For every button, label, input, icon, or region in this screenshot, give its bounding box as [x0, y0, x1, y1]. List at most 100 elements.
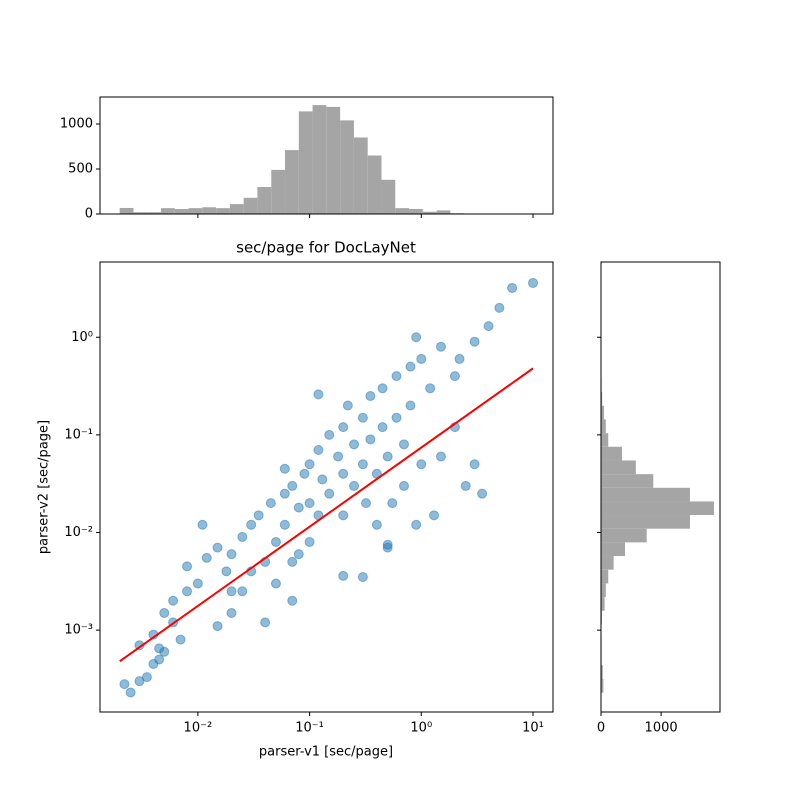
- scatter-point: [365, 391, 376, 402]
- x-tick-label: 1000: [645, 721, 678, 736]
- x-tick-label: 10⁻¹: [295, 721, 324, 736]
- histogram-bar: [133, 212, 148, 214]
- scatter-point: [342, 400, 353, 411]
- histogram-bar: [601, 678, 604, 693]
- scatter-point: [387, 498, 398, 509]
- histogram-bar: [147, 212, 162, 214]
- scatter-point: [528, 277, 539, 288]
- scatter-point: [338, 510, 349, 521]
- scatter-point: [411, 332, 422, 343]
- y-tick-label: 10⁰: [71, 330, 93, 345]
- scatter-point: [313, 389, 324, 400]
- scatter-point: [119, 679, 130, 690]
- histogram-bar: [601, 487, 690, 502]
- scatter-point: [197, 519, 208, 530]
- scatter-point: [159, 607, 170, 618]
- scatter-point: [405, 361, 416, 372]
- scatter-point: [253, 510, 264, 521]
- x-tick-label: 10⁻²: [184, 721, 213, 736]
- histogram-bar: [353, 137, 368, 214]
- x-axis-label: parser-v1 [sec/page]: [259, 745, 393, 760]
- scatter-point: [391, 412, 402, 423]
- scatter-point: [293, 549, 304, 560]
- scatter-point: [398, 480, 409, 491]
- scatter-point: [304, 536, 315, 547]
- histogram-bar: [161, 208, 175, 214]
- y-axis-label: parser-v2 [sec/page]: [37, 420, 52, 554]
- histogram-bar: [202, 207, 217, 214]
- scatter-point: [260, 617, 271, 628]
- histogram-bar: [601, 542, 626, 557]
- scatter-point: [361, 498, 372, 509]
- histogram-bar: [601, 528, 647, 543]
- y-tick-label: 10⁻³: [64, 623, 93, 638]
- scatter-point: [324, 488, 335, 499]
- scatter-point: [382, 451, 393, 462]
- scatter-point: [226, 607, 237, 618]
- scatter-point: [270, 536, 281, 547]
- scatter-point: [154, 654, 165, 665]
- scatter-point: [237, 586, 248, 597]
- scatter-point: [483, 321, 494, 332]
- histogram-bar: [601, 474, 654, 488]
- scatter-point: [469, 459, 480, 470]
- scatter-point: [141, 672, 152, 683]
- scatter-point: [435, 451, 446, 462]
- scatter-point: [398, 439, 409, 450]
- scatter-point: [382, 539, 393, 550]
- scatter-point: [357, 412, 368, 423]
- histogram-bar: [367, 155, 382, 214]
- scatter-point: [279, 463, 290, 474]
- histogram-bar: [188, 208, 203, 214]
- y-tick-label: 10⁻²: [64, 525, 93, 540]
- scatter-point: [293, 502, 304, 513]
- scatter-point: [279, 488, 290, 499]
- scatter-point: [175, 634, 186, 645]
- scatter-point: [377, 422, 388, 433]
- scatter-point: [425, 383, 436, 394]
- scatter-point: [287, 556, 298, 567]
- histogram-bar: [601, 556, 614, 570]
- axes-frame: [600, 261, 721, 713]
- histogram-bar: [174, 209, 189, 214]
- x-tick-label: 0: [597, 721, 605, 736]
- scatter-point: [349, 439, 360, 450]
- fit-line: [119, 367, 534, 663]
- histogram-bar: [285, 150, 299, 214]
- histogram-bar: [601, 405, 605, 420]
- histogram-bar: [601, 597, 605, 611]
- histogram-bar: [601, 446, 623, 461]
- histogram-bar: [601, 392, 603, 406]
- scatter-point: [349, 480, 360, 491]
- scatter-point: [449, 371, 460, 382]
- histogram-bar: [601, 501, 714, 516]
- scatter-point: [226, 549, 237, 560]
- histogram-bar: [601, 583, 606, 598]
- scatter-point: [405, 400, 416, 411]
- histogram-bar: [257, 187, 272, 214]
- histogram-bar: [243, 197, 258, 214]
- y-tick-label: 1000: [60, 117, 93, 132]
- scatter-point: [212, 621, 223, 632]
- scatter-point: [182, 561, 193, 572]
- scatter-point: [226, 586, 237, 597]
- scatter-point: [391, 371, 402, 382]
- scatter-point: [287, 480, 298, 491]
- scatter-point: [270, 578, 281, 589]
- histogram-bar: [119, 207, 134, 214]
- scatter-point: [454, 353, 465, 364]
- scatter-point: [460, 480, 471, 491]
- histogram-bar: [271, 169, 286, 214]
- histogram-bar: [601, 419, 606, 434]
- scatter-point: [416, 353, 427, 364]
- scatter-point: [154, 643, 165, 654]
- histogram-bar: [409, 209, 423, 214]
- scatter-point: [287, 595, 298, 606]
- scatter-point: [494, 302, 505, 313]
- scatter-point: [125, 687, 136, 698]
- histogram-bar: [298, 111, 313, 214]
- scatter-point: [317, 474, 328, 485]
- scatter-point: [357, 572, 368, 583]
- scatter-point: [338, 468, 349, 479]
- scatter-point: [279, 519, 290, 530]
